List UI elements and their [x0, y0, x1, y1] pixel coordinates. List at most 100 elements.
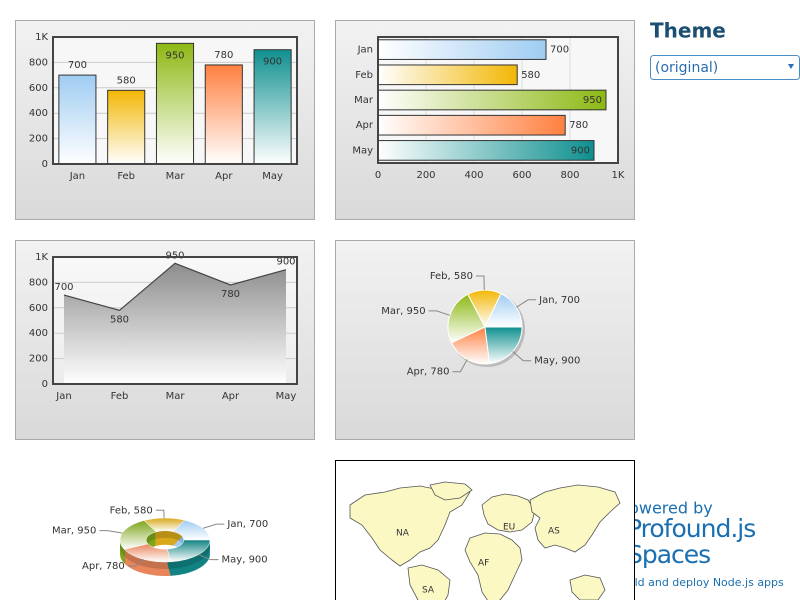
powered-by: Powered by [620, 499, 713, 518]
y-tick-label: Feb [355, 70, 373, 81]
x-tick-label: Mar [166, 171, 186, 182]
y-tick-label: 400 [29, 108, 48, 119]
leader-line [202, 523, 225, 529]
continent [529, 484, 621, 553]
value-label: 900 [276, 257, 295, 268]
map-label: AS [548, 527, 560, 537]
value-label: 580 [117, 75, 136, 86]
bar [377, 114, 566, 136]
x-tick-label: Feb [117, 171, 135, 182]
leader-line [475, 275, 485, 291]
slice-label: Apr, 780 [82, 561, 125, 572]
donut-slice [167, 539, 211, 563]
pie-slice [484, 326, 523, 365]
value-label: 700 [54, 282, 73, 293]
value-label: 900 [571, 145, 590, 156]
bar [204, 64, 243, 165]
map-label: EU [503, 523, 515, 533]
y-tick-label: 400 [29, 328, 48, 339]
continent [464, 532, 523, 600]
y-tick-label: 1K [35, 32, 48, 43]
leader-line [512, 351, 532, 362]
y-tick-label: Jan [357, 45, 373, 56]
continent [407, 564, 451, 600]
slice-label: Feb, 580 [430, 271, 473, 282]
x-tick-label: May [262, 171, 283, 182]
bar [58, 74, 97, 165]
leader-line [198, 554, 219, 561]
theme-dropdown[interactable]: (original) [650, 55, 800, 80]
value-label: 580 [521, 70, 540, 81]
slice-label: Apr, 780 [407, 367, 450, 378]
y-tick-label: 200 [29, 134, 48, 145]
leader-line [99, 530, 123, 534]
value-label: 780 [221, 289, 240, 300]
y-tick-label: May [352, 145, 373, 156]
line [63, 262, 287, 312]
value-label: 780 [569, 120, 588, 131]
y-tick-label: Mar [354, 95, 374, 106]
slice-label: May, 900 [534, 356, 580, 367]
slice-label: Mar, 950 [381, 306, 425, 317]
slice-label: Feb, 580 [110, 505, 153, 516]
x-tick-label: Apr [222, 391, 240, 402]
theme-title: Theme [650, 19, 726, 43]
dropdown-value[interactable]: (original) [655, 60, 718, 76]
bar [155, 42, 195, 165]
x-tick-label: Mar [166, 391, 186, 402]
dropdown-arrow[interactable] [788, 64, 794, 69]
continent [429, 481, 473, 501]
donut-slice [119, 520, 157, 550]
bar [377, 64, 518, 86]
bar [107, 89, 146, 165]
y-tick-label: 800 [29, 57, 48, 68]
plot-frame [377, 36, 619, 164]
leader-line [452, 359, 468, 373]
brand-product: Spaces [627, 540, 710, 569]
branding: Powered by Profound.js Spaces Build and … [617, 499, 784, 590]
brand-name: Profound.js [627, 514, 755, 543]
pie-slice [484, 292, 523, 328]
continent [569, 574, 606, 600]
value-label: 900 [263, 57, 282, 68]
slice-label: Jan, 700 [226, 519, 268, 530]
pie-slice [450, 326, 491, 365]
x-tick-label: Jan [55, 391, 71, 402]
value-label: 950 [165, 50, 184, 61]
y-tick-label: 600 [29, 303, 48, 314]
brand-tagline: Build and deploy Node.js apps [617, 576, 784, 589]
x-tick-label: 0 [375, 170, 381, 181]
x-tick-label: 1K [612, 170, 625, 181]
y-tick-label: Apr [356, 120, 374, 131]
x-tick-label: Apr [215, 171, 233, 182]
y-tick-label: 0 [42, 159, 48, 170]
map-label: NA [396, 529, 410, 539]
bar [377, 39, 547, 60]
slice-label: Mar, 950 [52, 526, 96, 537]
leader-line [516, 299, 537, 308]
value-label: 580 [110, 314, 129, 325]
map-panel: NA EU AS AF SA [335, 460, 635, 600]
charts: 0 200 400 600 800 1K 700 Jan 580 Feb 950 Mar 780 Apr 9… [15, 20, 635, 576]
map-label: SA [422, 586, 435, 596]
value-label: 780 [214, 50, 233, 61]
x-tick-label: May [276, 391, 297, 402]
slice-label: May, 900 [222, 555, 268, 566]
map-label: AF [478, 559, 489, 569]
y-tick-label: 800 [29, 277, 48, 288]
continent [481, 493, 536, 533]
value-label: 700 [550, 45, 569, 56]
plot-frame [52, 36, 298, 165]
y-tick-label: 1K [35, 252, 48, 263]
x-tick-label: 600 [512, 170, 531, 181]
x-tick-label: Feb [111, 391, 129, 402]
leader-line [428, 310, 451, 316]
value-label: 950 [165, 250, 184, 261]
value-label: 700 [68, 60, 87, 71]
slice-label: Jan, 700 [538, 295, 580, 306]
x-tick-label: 800 [560, 170, 579, 181]
continent [349, 485, 471, 567]
x-tick-label: Jan [69, 171, 85, 182]
plot-frame [52, 256, 298, 385]
